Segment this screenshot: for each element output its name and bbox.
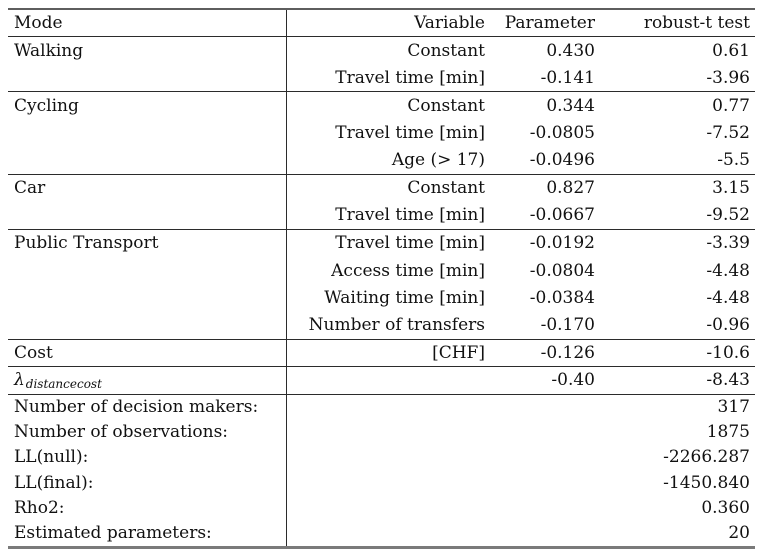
column-header-robust-t-test: robust-t test <box>643 13 750 33</box>
summary-row: Number of decision makers: 317 <box>8 394 755 420</box>
variable-cell: Travel time [min] <box>335 233 485 254</box>
parameter-cell: -0.0384 <box>529 288 595 309</box>
summary-label: Number of decision makers: <box>8 394 287 420</box>
summary-row: Estimated parameters: 20 <box>8 520 755 546</box>
variable-cell: Travel time [min] <box>335 205 485 226</box>
mode-cell: Cycling <box>8 92 287 120</box>
mode-cell <box>8 202 287 229</box>
table-row: Car Constant 0.827 3.15 <box>8 174 755 202</box>
parameter-cell: -0.170 <box>540 315 595 336</box>
robust-t-cell: -3.96 <box>706 67 750 88</box>
variable-cell: Travel time [min] <box>335 123 485 144</box>
summary-label: LL(null): <box>8 444 287 471</box>
mode-cell: Public Transport <box>8 229 287 257</box>
parameter-cell: -0.0667 <box>529 205 595 226</box>
robust-t-cell: -4.48 <box>706 288 750 309</box>
variable-cell: Access time [min] <box>331 260 485 281</box>
parameter-cell: -0.0805 <box>529 123 595 144</box>
parameter-cell: -0.141 <box>540 67 595 88</box>
summary-value: 20 <box>728 523 750 544</box>
column-header-mode: Mode <box>8 10 287 36</box>
mode-cell: Walking <box>8 37 287 65</box>
lambda-row: λ distancecost -0.40 -8.43 <box>8 367 755 395</box>
table-row: Public Transport Travel time [min] -0.01… <box>8 229 755 257</box>
robust-t-cell: -9.52 <box>706 205 750 226</box>
lambda-cell: λ distancecost <box>8 367 287 394</box>
table-row: Cost [CHF] -0.126 -10.6 <box>8 339 755 367</box>
parameter-cell: -0.126 <box>540 342 595 363</box>
table-row: Travel time [min] -0.0667 -9.52 <box>8 202 755 230</box>
robust-t-cell: -7.52 <box>706 123 750 144</box>
parameter-cell: -0.0496 <box>529 150 595 171</box>
summary-row: Rho2: 0.360 <box>8 495 755 521</box>
mode-cell <box>8 64 287 91</box>
parameter-cell: 0.430 <box>546 40 595 61</box>
table-row: Access time [min] -0.0804 -4.48 <box>8 257 755 285</box>
summary-label: Estimated parameters: <box>8 520 287 546</box>
table-row: Travel time [min] -0.0805 -7.52 <box>8 119 755 147</box>
robust-t-cell: -5.5 <box>717 150 750 171</box>
variable-cell: Constant <box>407 178 485 199</box>
variable-cell: Constant <box>407 95 485 116</box>
parameter-cell: 0.827 <box>546 178 595 199</box>
robust-t-cell: -0.96 <box>706 315 750 336</box>
column-header-parameter: Parameter <box>504 13 595 33</box>
summary-value: -1450.840 <box>663 472 750 493</box>
lambda-subscript: distancecost <box>25 377 102 392</box>
mode-cell <box>8 312 287 339</box>
table-row: Walking Constant 0.430 0.61 <box>8 37 755 65</box>
summary-label: Number of observations: <box>8 419 287 445</box>
summary-label: LL(final): <box>8 470 287 496</box>
summary-value: 0.360 <box>701 497 750 518</box>
mode-cell: Car <box>8 174 287 202</box>
parameter-cell: -0.40 <box>551 370 595 391</box>
parameter-cell: -0.0192 <box>529 233 595 254</box>
mode-cell: Cost <box>8 339 287 366</box>
table-header-row: Mode Variable Parameter robust-t test <box>8 10 755 37</box>
lambda-symbol: λ <box>14 370 25 391</box>
parameter-cell: -0.0804 <box>529 260 595 281</box>
table-row: Age (> 17) -0.0496 -5.5 <box>8 147 755 175</box>
mode-cell <box>8 257 287 285</box>
parameter-cell: 0.344 <box>546 95 595 116</box>
robust-t-cell: 0.77 <box>712 95 750 116</box>
variable-cell: [CHF] <box>432 342 485 363</box>
table-row: Number of transfers -0.170 -0.96 <box>8 312 755 340</box>
summary-label: Rho2: <box>8 495 287 521</box>
variable-cell: Constant <box>407 40 485 61</box>
summary-row: Number of observations: 1875 <box>8 419 755 445</box>
mode-cell <box>8 147 287 174</box>
table-row: Waiting time [min] -0.0384 -4.48 <box>8 284 755 312</box>
summary-value: 1875 <box>706 422 750 443</box>
estimation-results-table: Mode Variable Parameter robust-t test Wa… <box>8 8 755 549</box>
robust-t-cell: -3.39 <box>706 233 750 254</box>
robust-t-cell: 0.61 <box>712 40 750 61</box>
variable-cell: Travel time [min] <box>335 67 485 88</box>
table-row: Cycling Constant 0.344 0.77 <box>8 92 755 120</box>
mode-cell <box>8 119 287 147</box>
robust-t-cell: -10.6 <box>706 342 750 363</box>
variable-cell: Waiting time [min] <box>324 288 485 309</box>
robust-t-cell: 3.15 <box>712 178 750 199</box>
summary-row: LL(null): -2266.287 <box>8 444 755 471</box>
column-header-variable: Variable <box>414 13 485 33</box>
table-row: Travel time [min] -0.141 -3.96 <box>8 64 755 92</box>
variable-cell: Age (> 17) <box>391 150 485 171</box>
summary-value: 317 <box>717 397 750 418</box>
summary-row: LL(final): -1450.840 <box>8 470 755 496</box>
robust-t-cell: -4.48 <box>706 260 750 281</box>
variable-cell: Number of transfers <box>308 315 485 336</box>
summary-value: -2266.287 <box>663 447 750 468</box>
mode-cell <box>8 284 287 312</box>
robust-t-cell: -8.43 <box>706 370 750 391</box>
